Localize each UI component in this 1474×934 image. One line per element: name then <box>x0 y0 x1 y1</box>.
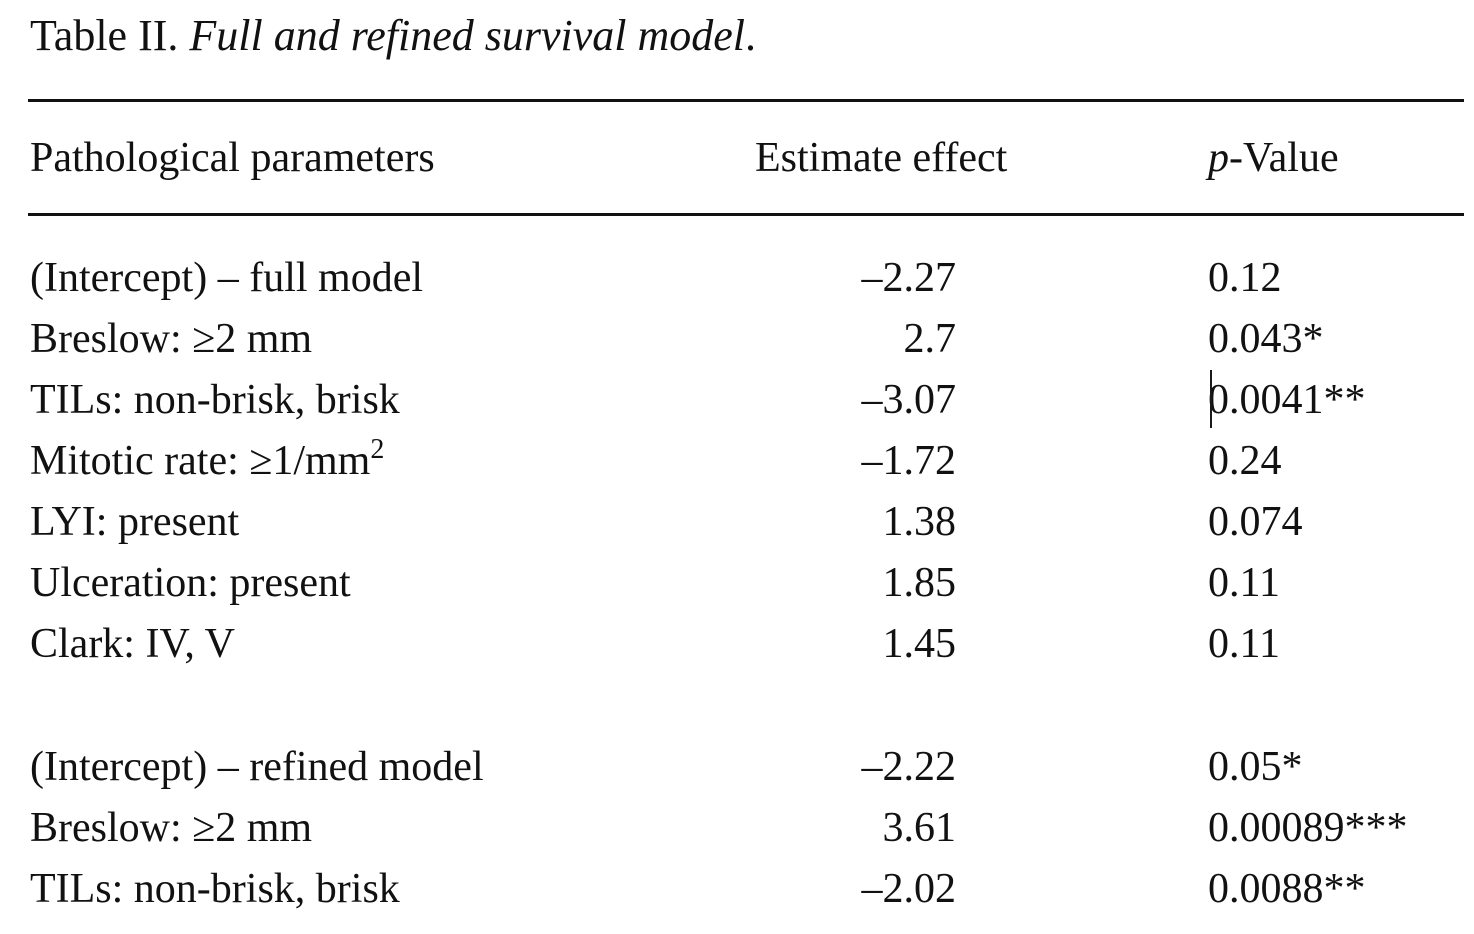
row-estimate: –2.27 <box>861 255 957 301</box>
table-header-rule <box>28 213 1464 216</box>
row-parameter: Ulceration: present <box>30 560 351 606</box>
row-parameter: TILs: non-brisk, brisk <box>30 377 400 423</box>
row-estimate: –2.22 <box>861 744 957 790</box>
row-parameter: (Intercept) – full model <box>30 255 424 301</box>
table-caption: Table II. Full and refined survival mode… <box>30 10 756 62</box>
header-estimate: Estimate effect <box>755 135 1008 181</box>
row-estimate: –2.02 <box>861 866 957 912</box>
row-p-value: 0.05* <box>1208 744 1303 790</box>
row-p-value: 0.11 <box>1208 621 1280 667</box>
row-parameter: Mitotic rate: ≥1/mm2 <box>30 436 384 486</box>
row-parameter: Clark: IV, V <box>30 621 235 667</box>
row-parameter-superscript: 2 <box>370 434 385 465</box>
row-estimate: 1.38 <box>882 499 957 545</box>
header-parameter: Pathological parameters <box>30 135 435 181</box>
row-parameter: LYI: present <box>30 499 240 545</box>
caption-end: . <box>745 11 757 60</box>
caption-title: Full and refined survival model <box>189 11 746 60</box>
row-p-value: 0.043* <box>1208 316 1324 362</box>
row-estimate: 1.85 <box>882 560 957 606</box>
row-estimate: 3.61 <box>882 805 957 851</box>
row-estimate: –3.07 <box>861 377 957 423</box>
row-estimate: –1.72 <box>861 438 957 484</box>
row-p-value: 0.0041** <box>1208 377 1366 423</box>
header-p-value: p-Value <box>1208 133 1339 183</box>
row-parameter-text: Mitotic rate: ≥1/mm <box>30 438 371 484</box>
row-p-value: 0.11 <box>1208 560 1280 606</box>
row-parameter: TILs: non-brisk, brisk <box>30 866 400 912</box>
row-p-value: 0.12 <box>1208 255 1282 301</box>
row-estimate: 2.7 <box>903 316 957 362</box>
row-p-value: 0.0088** <box>1208 866 1366 912</box>
header-p-suffix: -Value <box>1229 135 1339 181</box>
text-cursor <box>1210 370 1212 428</box>
row-parameter: (Intercept) – refined model <box>30 744 484 790</box>
row-p-value: 0.00089*** <box>1208 805 1408 851</box>
caption-label: Table II. <box>30 11 179 60</box>
row-p-value: 0.074 <box>1208 499 1303 545</box>
row-p-value: 0.24 <box>1208 438 1282 484</box>
row-estimate: 1.45 <box>882 621 957 667</box>
header-p-italic: p <box>1208 135 1229 181</box>
table-top-rule <box>28 99 1464 102</box>
row-parameter: Breslow: ≥2 mm <box>30 316 313 362</box>
row-parameter: Breslow: ≥2 mm <box>30 805 313 851</box>
